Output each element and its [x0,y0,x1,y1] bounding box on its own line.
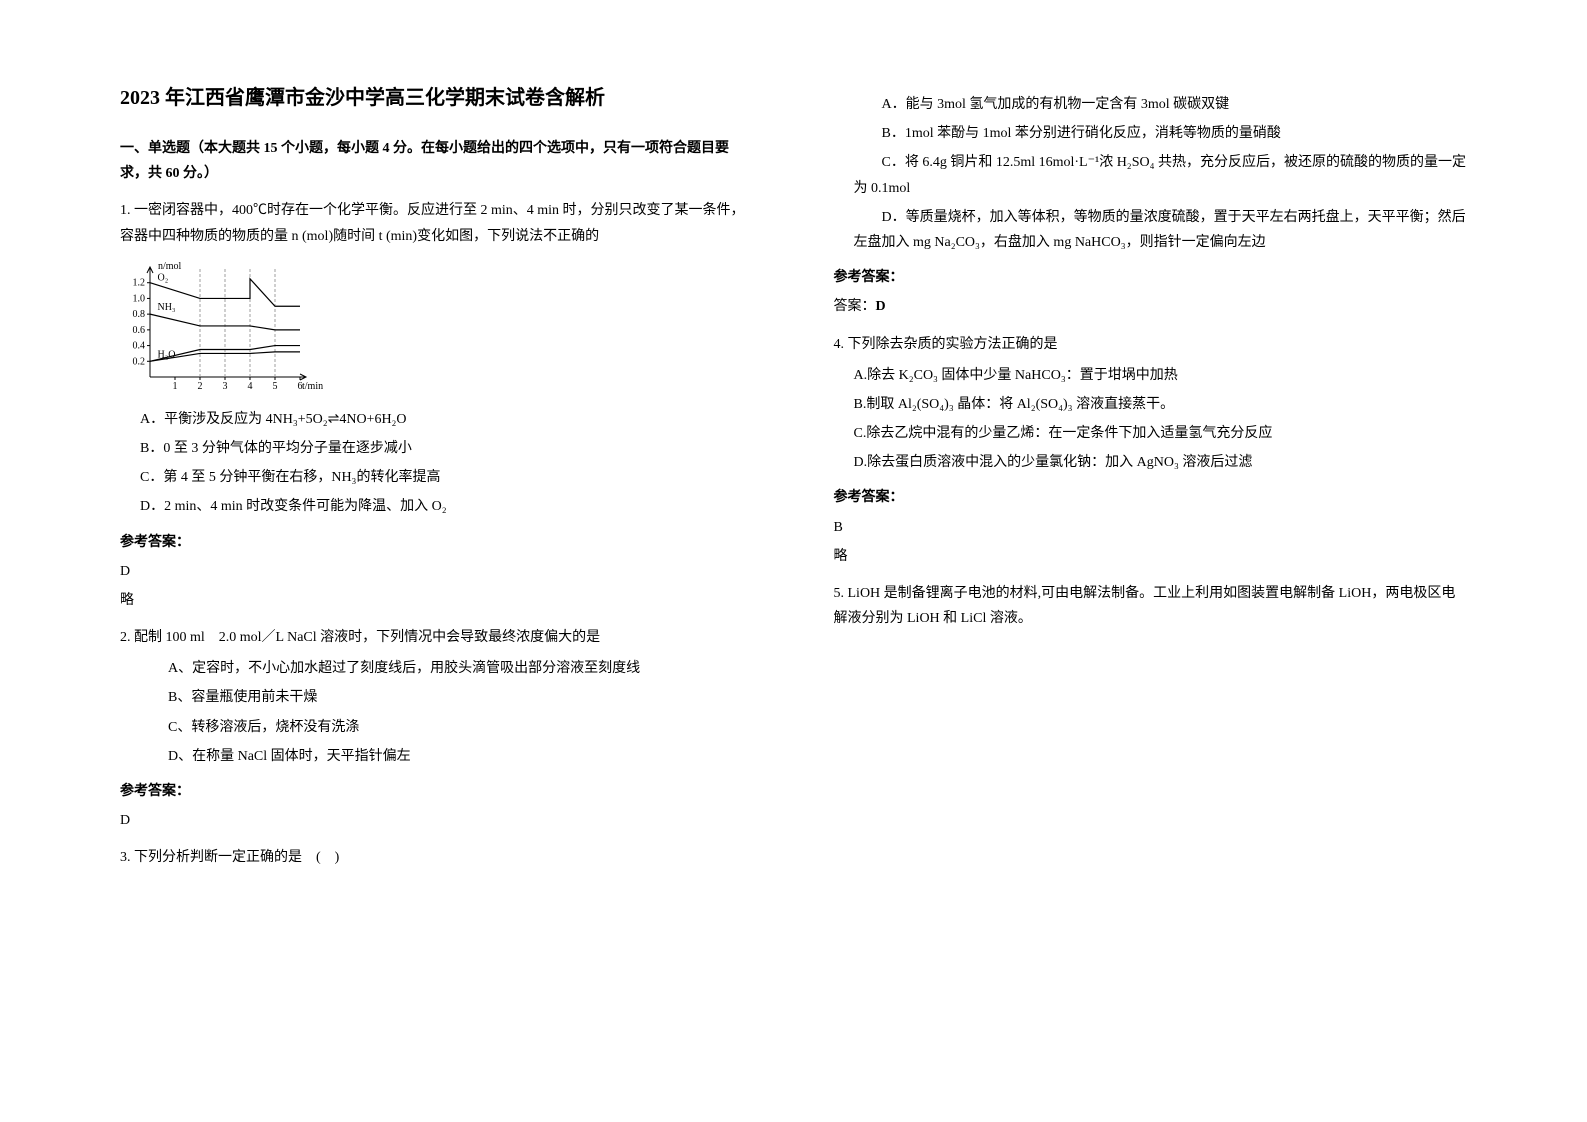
q2-answer-label: 参考答案： [120,779,754,804]
question-4: 4. 下列除去杂质的实验方法正确的是 A.除去 K₂CO₃ 固体中少量 NaHC… [834,332,1468,570]
svg-text:NH₃: NH₃ [158,302,176,313]
q2-stem: 2. 配制 100 ml 2.0 mol／L NaCl 溶液时，下列情况中会导致… [120,625,754,650]
q4-answer-note: 略 [834,544,1468,569]
svg-text:n/mol: n/mol [158,261,182,272]
q4-option-c: C.除去乙烷中混有的少量乙烯：在一定条件下加入适量氢气充分反应 [854,421,1468,446]
q4-stem: 4. 下列除去杂质的实验方法正确的是 [834,332,1468,357]
q3-answer-letter: D [876,299,886,314]
svg-text:0.4: 0.4 [133,340,146,351]
q2-option-c: C、转移溶液后，烧杯没有洗涤 [140,715,754,740]
svg-text:4: 4 [248,381,253,392]
q1-option-c: C．第 4 至 5 分钟平衡在右移，NH₃的转化率提高 [140,465,754,490]
q4-option-b: B.制取 Al₂(SO₄)₃ 晶体：将 Al₂(SO₄)₃ 溶液直接蒸干。 [854,392,1468,417]
q3-option-b: B．1mol 苯酚与 1mol 苯分别进行硝化反应，消耗等物质的量硝酸 [854,121,1468,146]
page-title: 2023 年江西省鹰潭市金沙中学高三化学期末试卷含解析 [120,80,754,116]
left-column: 2023 年江西省鹰潭市金沙中学高三化学期末试卷含解析 一、单选题（本大题共 1… [100,80,794,1042]
q3-answer-line: 答案：D [834,294,1468,319]
q3-stem: 3. 下列分析判断一定正确的是 ( ) [120,845,754,870]
right-column: A．能与 3mol 氢气加成的有机物一定含有 3mol 碳碳双键 B．1mol … [794,80,1488,1042]
svg-text:2: 2 [198,381,203,392]
question-3-options: A．能与 3mol 氢气加成的有机物一定含有 3mol 碳碳双键 B．1mol … [834,92,1468,320]
q2-answer-letter: D [120,808,754,833]
svg-text:0.8: 0.8 [133,309,146,320]
q3-answer-label: 参考答案： [834,265,1468,290]
chart-svg: 0.20.40.60.81.01.2123456n/molt/minO₂NH₃H… [120,257,340,397]
q4-option-a: A.除去 K₂CO₃ 固体中少量 NaHCO₃：置于坩埚中加热 [854,363,1468,388]
q1-option-d: D．2 min、4 min 时改变条件可能为降温、加入 O₂ [140,494,754,519]
q1-answer-note: 略 [120,588,754,613]
q2-option-b: B、容量瓶使用前未干燥 [140,685,754,710]
q3-option-c: C．将 6.4g 铜片和 12.5ml 16mol·L⁻¹浓 H₂SO₄ 共热，… [854,150,1468,200]
q1-option-a: A．平衡涉及反应为 4NH₃+5O₂⇌4NO+6H₂O [140,407,754,432]
q2-option-d: D、在称量 NaCl 固体时，天平指针偏左 [140,744,754,769]
svg-text:1.0: 1.0 [133,293,146,304]
svg-text:t/min: t/min [302,381,323,392]
question-2: 2. 配制 100 ml 2.0 mol／L NaCl 溶液时，下列情况中会导致… [120,625,754,833]
svg-text:1: 1 [173,381,178,392]
q3-answer-prefix: 答案： [834,299,876,314]
svg-text:O₂: O₂ [158,272,169,283]
q1-answer-label: 参考答案： [120,530,754,555]
q3-option-a: A．能与 3mol 氢气加成的有机物一定含有 3mol 碳碳双键 [854,92,1468,117]
q1-option-b: B．0 至 3 分钟气体的平均分子量在逐步减小 [140,436,754,461]
q3-option-d: D．等质量烧杯，加入等体积，等物质的量浓度硫酸，置于天平左右两托盘上，天平平衡；… [854,205,1468,255]
q1-stem: 1. 一密闭容器中，400℃时存在一个化学平衡。反应进行至 2 min、4 mi… [120,198,754,248]
section-heading: 一、单选题（本大题共 15 个小题，每小题 4 分。在每小题给出的四个选项中，只… [120,136,754,186]
svg-text:0.6: 0.6 [133,325,146,336]
q4-option-d: D.除去蛋白质溶液中混入的少量氯化钠：加入 AgNO₃ 溶液后过滤 [854,450,1468,475]
q4-answer-letter: B [834,515,1468,540]
question-1: 1. 一密闭容器中，400℃时存在一个化学平衡。反应进行至 2 min、4 mi… [120,198,754,613]
q1-answer-letter: D [120,559,754,584]
q4-answer-label: 参考答案： [834,485,1468,510]
svg-text:0.2: 0.2 [133,356,146,367]
q5-stem: 5. LiOH 是制备锂离子电池的材料,可由电解法制备。工业上利用如图装置电解制… [834,581,1468,631]
q2-option-a: A、定容时，不小心加水超过了刻度线后，用胶头滴管吸出部分溶液至刻度线 [140,656,754,681]
svg-text:3: 3 [223,381,228,392]
question-5: 5. LiOH 是制备锂离子电池的材料,可由电解法制备。工业上利用如图装置电解制… [834,581,1468,631]
svg-text:5: 5 [273,381,278,392]
q1-chart: 0.20.40.60.81.01.2123456n/molt/minO₂NH₃H… [120,257,340,397]
question-3-stem-block: 3. 下列分析判断一定正确的是 ( ) [120,845,754,870]
svg-text:1.2: 1.2 [133,277,146,288]
